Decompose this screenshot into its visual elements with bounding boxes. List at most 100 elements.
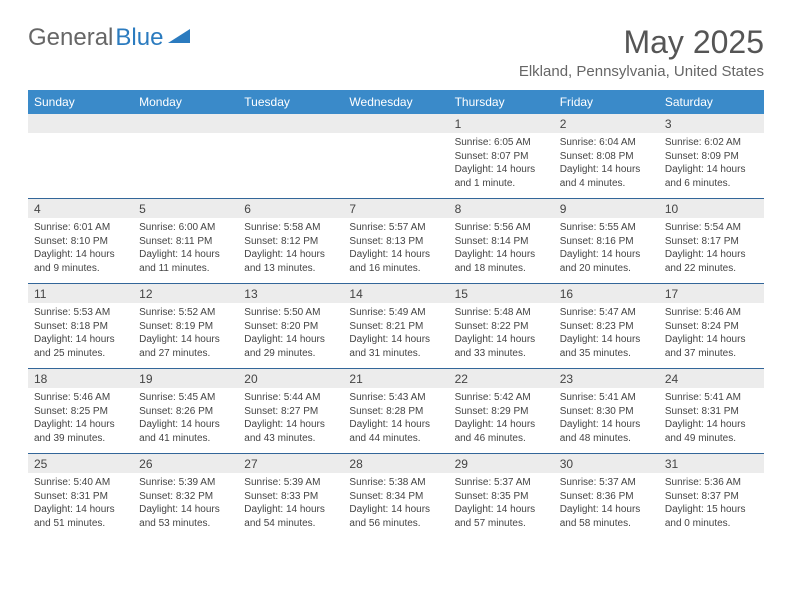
calendar-page: GeneralBlue May 2025 Elkland, Pennsylvan…: [0, 0, 792, 558]
sunrise-text: Sunrise: 5:41 AM: [560, 391, 653, 405]
sunset-text: Sunset: 8:22 PM: [455, 320, 548, 334]
sunrise-text: Sunrise: 5:54 AM: [665, 221, 758, 235]
sunrise-text: Sunrise: 5:45 AM: [139, 391, 232, 405]
sunrise-text: Sunrise: 5:41 AM: [665, 391, 758, 405]
day-detail-cell: Sunrise: 5:37 AMSunset: 8:36 PMDaylight:…: [554, 473, 659, 538]
daylight-text: Daylight: 14 hours and 25 minutes.: [34, 333, 127, 360]
daylight-text: Daylight: 14 hours and 6 minutes.: [665, 163, 758, 190]
daylight-text: Daylight: 14 hours and 48 minutes.: [560, 418, 653, 445]
day-number-cell: 2: [554, 114, 659, 133]
daylight-text: Daylight: 14 hours and 29 minutes.: [244, 333, 337, 360]
day-number-cell: 1: [449, 114, 554, 133]
sunset-text: Sunset: 8:23 PM: [560, 320, 653, 334]
sunrise-text: Sunrise: 5:56 AM: [455, 221, 548, 235]
daylight-text: Daylight: 14 hours and 9 minutes.: [34, 248, 127, 275]
day-number-cell: 10: [659, 199, 764, 218]
day-number-row: 18192021222324: [28, 369, 764, 388]
sunset-text: Sunset: 8:31 PM: [665, 405, 758, 419]
day-number-cell: 30: [554, 454, 659, 473]
daylight-text: Daylight: 15 hours and 0 minutes.: [665, 503, 758, 530]
day-header: Saturday: [659, 90, 764, 114]
day-number-cell: 26: [133, 454, 238, 473]
day-number-cell: 31: [659, 454, 764, 473]
sunrise-text: Sunrise: 5:42 AM: [455, 391, 548, 405]
day-detail-row: Sunrise: 5:53 AMSunset: 8:18 PMDaylight:…: [28, 303, 764, 369]
sunrise-text: Sunrise: 5:46 AM: [34, 391, 127, 405]
day-number-cell: 17: [659, 284, 764, 303]
day-detail-cell: Sunrise: 5:36 AMSunset: 8:37 PMDaylight:…: [659, 473, 764, 538]
day-number-cell: 22: [449, 369, 554, 388]
day-detail-row: Sunrise: 5:40 AMSunset: 8:31 PMDaylight:…: [28, 473, 764, 538]
day-detail-cell: Sunrise: 5:43 AMSunset: 8:28 PMDaylight:…: [343, 388, 448, 454]
sunrise-text: Sunrise: 6:04 AM: [560, 136, 653, 150]
logo-text-left: General: [28, 24, 113, 52]
day-header-row: Sunday Monday Tuesday Wednesday Thursday…: [28, 90, 764, 114]
sunrise-text: Sunrise: 5:49 AM: [349, 306, 442, 320]
logo-text-right: Blue: [115, 24, 163, 52]
day-number-cell: 21: [343, 369, 448, 388]
daylight-text: Daylight: 14 hours and 57 minutes.: [455, 503, 548, 530]
sunrise-text: Sunrise: 5:48 AM: [455, 306, 548, 320]
day-number-cell: 27: [238, 454, 343, 473]
sunset-text: Sunset: 8:24 PM: [665, 320, 758, 334]
day-number-cell: 4: [28, 199, 133, 218]
day-detail-cell: Sunrise: 5:48 AMSunset: 8:22 PMDaylight:…: [449, 303, 554, 369]
sunset-text: Sunset: 8:25 PM: [34, 405, 127, 419]
sunset-text: Sunset: 8:18 PM: [34, 320, 127, 334]
day-detail-cell: Sunrise: 5:53 AMSunset: 8:18 PMDaylight:…: [28, 303, 133, 369]
day-detail-cell: Sunrise: 5:37 AMSunset: 8:35 PMDaylight:…: [449, 473, 554, 538]
sunrise-text: Sunrise: 5:52 AM: [139, 306, 232, 320]
daylight-text: Daylight: 14 hours and 53 minutes.: [139, 503, 232, 530]
day-number-cell: 16: [554, 284, 659, 303]
day-detail-cell: Sunrise: 6:01 AMSunset: 8:10 PMDaylight:…: [28, 218, 133, 284]
day-detail-cell: Sunrise: 5:38 AMSunset: 8:34 PMDaylight:…: [343, 473, 448, 538]
day-header: Tuesday: [238, 90, 343, 114]
sunset-text: Sunset: 8:33 PM: [244, 490, 337, 504]
daylight-text: Daylight: 14 hours and 44 minutes.: [349, 418, 442, 445]
day-detail-cell: Sunrise: 5:42 AMSunset: 8:29 PMDaylight:…: [449, 388, 554, 454]
daylight-text: Daylight: 14 hours and 39 minutes.: [34, 418, 127, 445]
daylight-text: Daylight: 14 hours and 18 minutes.: [455, 248, 548, 275]
day-detail-cell: Sunrise: 5:47 AMSunset: 8:23 PMDaylight:…: [554, 303, 659, 369]
day-detail-cell: [343, 133, 448, 199]
sunrise-text: Sunrise: 6:01 AM: [34, 221, 127, 235]
day-detail-cell: Sunrise: 5:45 AMSunset: 8:26 PMDaylight:…: [133, 388, 238, 454]
daylight-text: Daylight: 14 hours and 49 minutes.: [665, 418, 758, 445]
day-detail-cell: Sunrise: 5:46 AMSunset: 8:24 PMDaylight:…: [659, 303, 764, 369]
day-detail-cell: Sunrise: 5:39 AMSunset: 8:32 PMDaylight:…: [133, 473, 238, 538]
sunrise-text: Sunrise: 5:57 AM: [349, 221, 442, 235]
day-detail-cell: Sunrise: 5:41 AMSunset: 8:31 PMDaylight:…: [659, 388, 764, 454]
title-block: May 2025 Elkland, Pennsylvania, United S…: [519, 24, 764, 80]
daylight-text: Daylight: 14 hours and 11 minutes.: [139, 248, 232, 275]
day-header: Monday: [133, 90, 238, 114]
month-title: May 2025: [519, 24, 764, 61]
day-detail-cell: Sunrise: 5:58 AMSunset: 8:12 PMDaylight:…: [238, 218, 343, 284]
sunset-text: Sunset: 8:09 PM: [665, 150, 758, 164]
day-detail-cell: Sunrise: 5:40 AMSunset: 8:31 PMDaylight:…: [28, 473, 133, 538]
day-detail-cell: [133, 133, 238, 199]
day-detail-row: Sunrise: 6:01 AMSunset: 8:10 PMDaylight:…: [28, 218, 764, 284]
daylight-text: Daylight: 14 hours and 56 minutes.: [349, 503, 442, 530]
day-number-cell: 24: [659, 369, 764, 388]
day-header: Thursday: [449, 90, 554, 114]
day-number-cell: 25: [28, 454, 133, 473]
sunset-text: Sunset: 8:21 PM: [349, 320, 442, 334]
day-detail-cell: Sunrise: 5:49 AMSunset: 8:21 PMDaylight:…: [343, 303, 448, 369]
daylight-text: Daylight: 14 hours and 20 minutes.: [560, 248, 653, 275]
day-detail-cell: Sunrise: 5:55 AMSunset: 8:16 PMDaylight:…: [554, 218, 659, 284]
day-number-cell: 19: [133, 369, 238, 388]
daylight-text: Daylight: 14 hours and 41 minutes.: [139, 418, 232, 445]
day-number-row: 11121314151617: [28, 284, 764, 303]
sunrise-text: Sunrise: 5:46 AM: [665, 306, 758, 320]
sunrise-text: Sunrise: 5:38 AM: [349, 476, 442, 490]
logo-triangle-icon: [168, 22, 190, 50]
day-detail-cell: Sunrise: 5:41 AMSunset: 8:30 PMDaylight:…: [554, 388, 659, 454]
sunrise-text: Sunrise: 5:39 AM: [244, 476, 337, 490]
day-detail-cell: Sunrise: 6:02 AMSunset: 8:09 PMDaylight:…: [659, 133, 764, 199]
sunset-text: Sunset: 8:30 PM: [560, 405, 653, 419]
sunset-text: Sunset: 8:12 PM: [244, 235, 337, 249]
sunrise-text: Sunrise: 5:44 AM: [244, 391, 337, 405]
sunset-text: Sunset: 8:20 PM: [244, 320, 337, 334]
sunrise-text: Sunrise: 5:53 AM: [34, 306, 127, 320]
day-number-cell: 15: [449, 284, 554, 303]
